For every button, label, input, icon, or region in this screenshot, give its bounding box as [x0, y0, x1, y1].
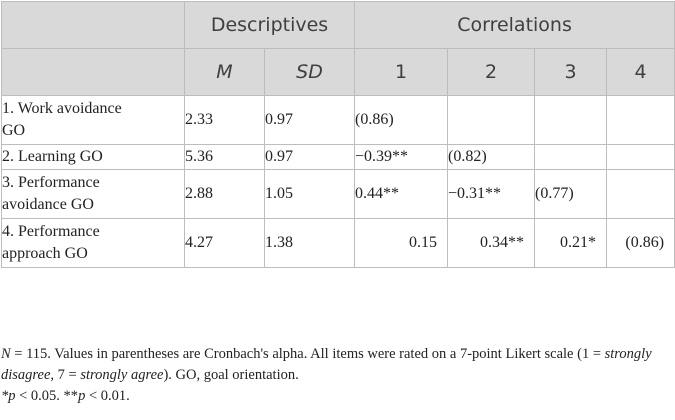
table-row: 2. Learning GO 5.36 0.97 −0.39** (0.82) — [1, 144, 675, 170]
cell-c4: (0.86) — [606, 218, 675, 268]
footnote-sig-d: < 0.01. — [85, 388, 130, 404]
footnote-sig-b: < 0.05. ** — [15, 388, 79, 404]
footnote-n-symbol: N — [1, 346, 11, 362]
cell-c4 — [606, 95, 675, 145]
footnote-sig-a: *p — [1, 388, 16, 404]
row-label: 2. Learning GO — [1, 144, 185, 170]
cell-sd: 0.97 — [263, 144, 356, 170]
footnote-sig-c: p — [78, 388, 86, 404]
header-empty — [1, 1, 185, 49]
correlation-table: Descriptives Correlations M SD 1 2 3 4 1… — [1, 1, 675, 268]
cell-m: 2.88 — [184, 169, 265, 219]
header-col-1: 1 — [354, 48, 449, 96]
header-empty-2 — [1, 48, 185, 96]
cell-c1: −0.39** — [354, 144, 449, 170]
cell-c3 — [534, 144, 608, 170]
footnote-text-a: = 115. Values in parentheses are Cronbac… — [10, 346, 605, 362]
cell-c1: 0.44** — [354, 169, 449, 219]
cell-c4 — [606, 144, 675, 170]
cell-c3: (0.77) — [534, 169, 608, 219]
table-row: 1. Work avoidance GO 2.33 0.97 (0.86) — [1, 95, 675, 145]
footnote-text-c: ). GO, goal orientation. — [163, 367, 299, 383]
table-row: 4. Performance approach GO 4.27 1.38 0.1… — [1, 218, 675, 268]
table-footnotes: N = 115. Values in parentheses are Cronb… — [1, 344, 673, 407]
cell-sd: 0.97 — [263, 95, 356, 145]
header-col-2: 2 — [447, 48, 536, 96]
footnote-strongly-agree: strongly agree — [80, 367, 164, 383]
row-label: 3. Performance avoidance GO — [1, 169, 185, 219]
table-row: 3. Performance avoidance GO 2.88 1.05 0.… — [1, 169, 675, 219]
cell-c1: 0.15 — [354, 218, 449, 268]
cell-c2 — [447, 95, 536, 145]
row-label: 4. Performance approach GO — [1, 218, 185, 268]
footnote-text-b: , 7 = — [50, 367, 81, 383]
cell-c3 — [534, 95, 608, 145]
footnote-sample: N = 115. Values in parentheses are Cronb… — [1, 344, 673, 386]
header-m: M — [184, 48, 265, 96]
footnote-significance: *p < 0.05. **p < 0.01. — [1, 386, 673, 407]
cell-c4 — [606, 169, 675, 219]
header-col-4: 4 — [606, 48, 675, 96]
cell-c2: −0.31** — [447, 169, 536, 219]
cell-m: 2.33 — [184, 95, 265, 145]
header-descriptives: Descriptives — [183, 1, 356, 49]
header-col-3: 3 — [534, 48, 608, 96]
cell-c3: 0.21* — [534, 218, 608, 268]
cell-sd: 1.38 — [263, 218, 356, 268]
header-correlations: Correlations — [354, 1, 675, 49]
cell-c2: (0.82) — [447, 144, 536, 170]
cell-sd: 1.05 — [263, 169, 356, 219]
row-label: 1. Work avoidance GO — [1, 95, 185, 145]
cell-m: 4.27 — [184, 218, 265, 268]
cell-c1: (0.86) — [354, 95, 449, 145]
header-sd: SD — [263, 48, 356, 96]
cell-c2: 0.34** — [447, 218, 536, 268]
cell-m: 5.36 — [184, 144, 265, 170]
footnote-strongly-disagree: strongly disagree — [1, 346, 652, 383]
